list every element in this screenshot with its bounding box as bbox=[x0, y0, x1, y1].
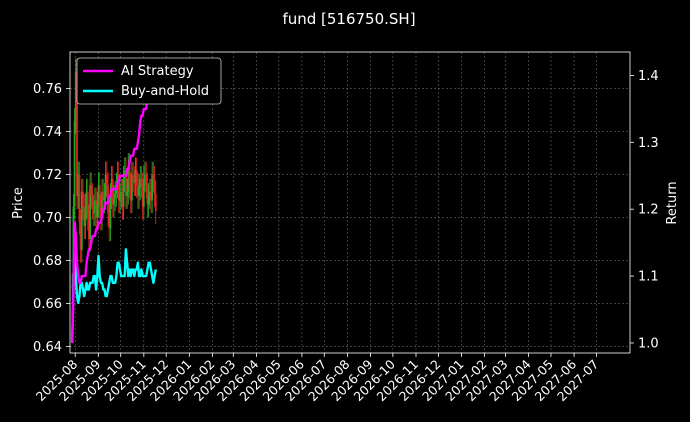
candle-body bbox=[92, 196, 94, 207]
candle-body bbox=[143, 179, 145, 207]
candle-body bbox=[106, 175, 108, 186]
candle-body bbox=[138, 187, 140, 196]
left-axis-label: Price bbox=[11, 187, 26, 219]
candle-body bbox=[119, 196, 121, 200]
candle-body bbox=[82, 192, 84, 207]
candle-body bbox=[155, 194, 157, 211]
candle-body bbox=[152, 175, 154, 179]
left-tick-label: 0.76 bbox=[33, 82, 62, 97]
candle-body bbox=[148, 196, 150, 205]
legend: AI Strategy Buy-and-Hold bbox=[77, 58, 221, 104]
candle-body bbox=[132, 175, 134, 179]
chart-title: fund [516750.SH] bbox=[282, 10, 415, 28]
candle-body bbox=[104, 196, 106, 200]
candle-body bbox=[114, 194, 116, 198]
candle-body bbox=[145, 175, 147, 186]
left-tick-label: 0.64 bbox=[33, 340, 62, 355]
candle-body bbox=[123, 179, 125, 207]
candle-body bbox=[74, 121, 76, 207]
left-tick-label: 0.70 bbox=[33, 211, 62, 226]
candle-body bbox=[90, 185, 92, 196]
candle-body bbox=[96, 205, 98, 218]
right-axis-label: Return bbox=[665, 181, 680, 224]
left-tick-label: 0.68 bbox=[33, 254, 62, 269]
right-tick-label: 1.1 bbox=[638, 270, 659, 285]
candle-body bbox=[84, 207, 86, 226]
left-tick-label: 0.74 bbox=[33, 125, 62, 140]
candle-body bbox=[126, 192, 128, 196]
candle-body bbox=[99, 185, 101, 207]
right-tick-label: 1.2 bbox=[638, 203, 659, 218]
candle-body bbox=[141, 179, 143, 185]
right-tick-label: 1.3 bbox=[638, 136, 659, 151]
candle-body bbox=[110, 196, 112, 228]
candle-body bbox=[78, 175, 80, 222]
left-tick-label: 0.72 bbox=[33, 168, 62, 183]
right-tick-label: 1.4 bbox=[638, 69, 659, 84]
legend-label-ai-strategy: AI Strategy bbox=[121, 64, 194, 79]
candle-body bbox=[154, 179, 156, 194]
left-tick-label: 0.66 bbox=[33, 297, 62, 312]
candle-body bbox=[87, 192, 89, 218]
legend-label-buy-and-hold: Buy-and-Hold bbox=[121, 84, 209, 99]
right-tick-label: 1.0 bbox=[638, 336, 659, 351]
candle-body bbox=[113, 198, 115, 204]
candle-body bbox=[136, 170, 138, 185]
